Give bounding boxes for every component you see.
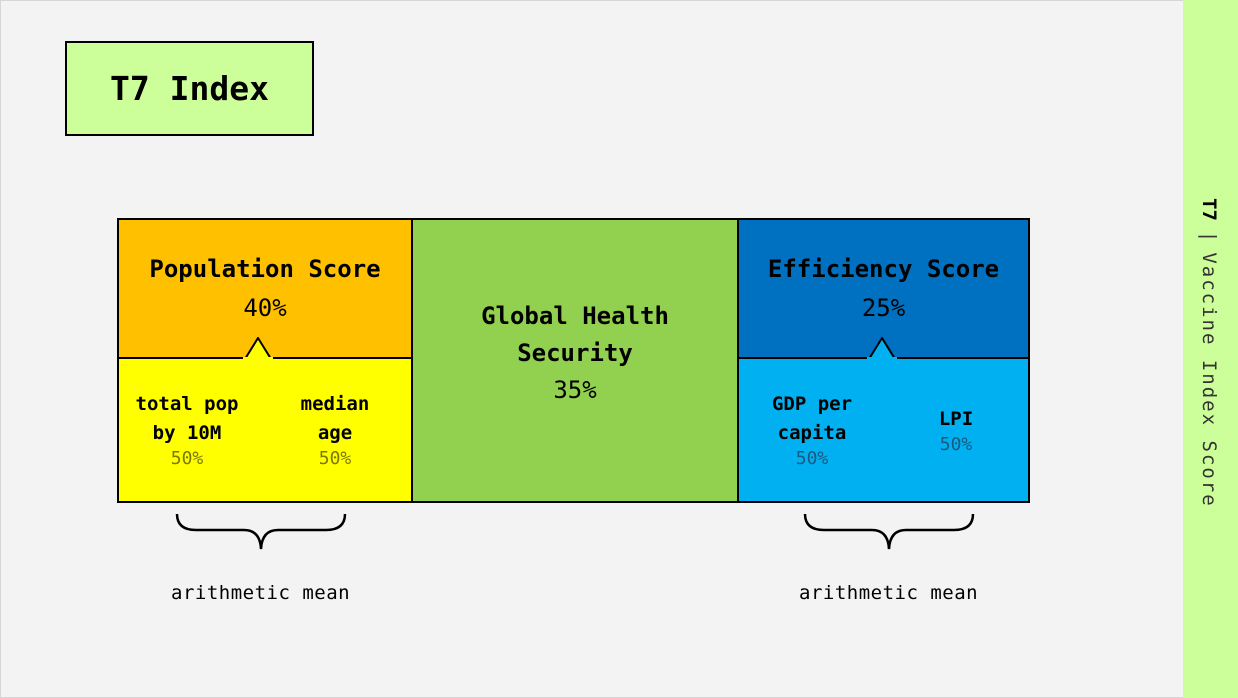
efficiency-score-title: Efficiency Score: [767, 255, 1000, 283]
ghs-title-line1: Global Health: [481, 302, 669, 330]
slide-title: T7 Index: [65, 41, 314, 136]
population-connector-notch: [243, 337, 273, 361]
global-health-security-box: [411, 218, 739, 503]
component-label-line1: LPI: [938, 408, 974, 430]
efficiency-score-box: [737, 218, 1030, 361]
population-component-median-age: median age 50%: [285, 390, 385, 469]
population-aggregation-label: arithmetic mean: [171, 582, 351, 604]
ghs-weight: 35%: [553, 376, 597, 404]
component-label-line2: age: [317, 422, 353, 444]
population-score-box: [117, 218, 413, 361]
efficiency-brace: [803, 513, 975, 550]
component-label-line1: total pop: [135, 393, 239, 415]
component-label-line2: capita: [777, 422, 847, 444]
component-label-line1: median: [300, 393, 370, 415]
ghs-title-line2: Security: [517, 339, 633, 367]
sidebar-code: T7: [1198, 198, 1220, 221]
population-score-weight: 40%: [243, 294, 287, 322]
component-weight: 50%: [170, 448, 204, 469]
efficiency-score-weight: 25%: [861, 294, 906, 322]
population-brace: [175, 513, 347, 550]
component-weight: 50%: [318, 448, 352, 469]
sidebar-name: Vaccine Index Score: [1198, 252, 1220, 508]
efficiency-connector-notch: [867, 337, 897, 361]
population-component-total-pop: total pop by 10M 50%: [127, 390, 247, 469]
population-score-title: Population Score: [149, 255, 381, 283]
sidebar-label: T7 | Vaccine Index Score: [1198, 198, 1220, 508]
efficiency-aggregation-label: arithmetic mean: [799, 582, 979, 604]
component-weight: 50%: [795, 448, 829, 469]
component-weight: 50%: [939, 434, 973, 455]
global-health-security-label: Global Health Security 35%: [411, 298, 739, 404]
efficiency-component-lpi: LPI 50%: [916, 405, 996, 455]
component-label-line1: GDP per: [771, 393, 853, 415]
sidebar-separator: |: [1198, 230, 1220, 243]
efficiency-component-gdp: GDP per capita 50%: [757, 390, 867, 469]
sidebar-strip: [1183, 0, 1238, 698]
component-label-line2: by 10M: [152, 422, 222, 444]
population-components-box: [117, 357, 413, 503]
